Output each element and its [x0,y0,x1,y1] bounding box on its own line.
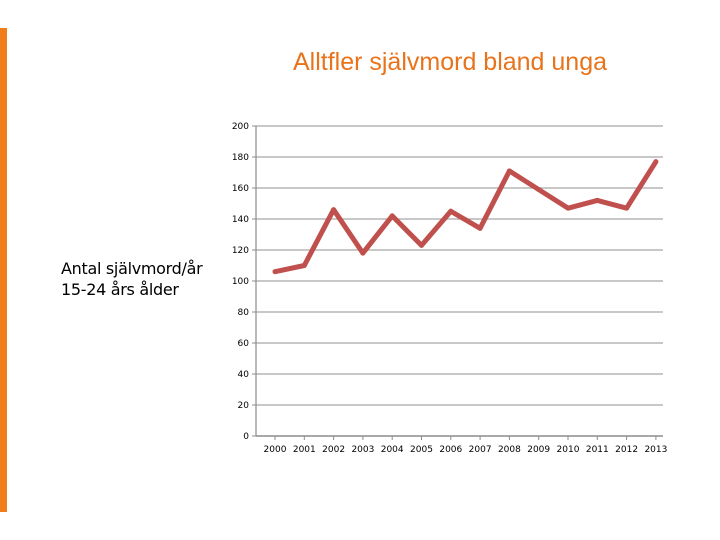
y-tick-label: 80 [238,308,250,318]
y-tick-label: 140 [232,215,249,225]
y-tick-label: 160 [232,184,249,194]
data-point [419,242,424,248]
y-axis-side-label: Antal självmord/år 15-24 års ålder [61,258,231,300]
x-tick-label: 2007 [469,445,492,455]
x-tick-label: 2011 [586,445,609,455]
y-tick-label: 200 [232,122,249,132]
side-label-line-1: Antal självmord/år [61,259,203,278]
data-point [360,250,366,256]
x-tick-label: 2002 [322,445,345,455]
grid-lines [252,125,663,440]
x-tick-label: 2004 [381,445,404,455]
series-lines [272,159,659,275]
x-tick-label: 2003 [351,445,374,455]
y-tick-label: 120 [232,246,249,256]
x-tick-label: 2006 [439,445,462,455]
y-tick-label: 20 [238,401,250,411]
y-tick-label: 60 [238,339,250,349]
data-point [624,205,630,211]
accent-bar [0,28,7,512]
data-point [477,225,483,231]
data-point [594,197,600,203]
x-tick-label: 2010 [557,445,580,455]
x-tick-label: 2000 [264,445,287,455]
data-point [272,269,278,275]
x-axis-ticks: 2000 2001 2002 2003 2004 2005 2006 2007 2008 2009… [264,445,668,455]
y-tick-label: 40 [238,370,250,380]
data-point [565,205,571,211]
side-label-line-2: 15-24 års ålder [61,280,179,299]
y-tick-label: 0 [243,432,249,442]
y-tick-label: 180 [232,153,249,163]
data-point [653,159,659,165]
data-point [448,208,454,214]
y-tick-label: 100 [232,277,249,287]
x-tick-label: 2013 [644,445,667,455]
x-tick-label: 2001 [293,445,316,455]
x-tick-label: 2005 [410,445,433,455]
x-tick-label: 2008 [498,445,521,455]
data-point [506,168,512,174]
slide-title: Alltfler självmord bland unga [292,48,608,76]
x-tick-label: 2012 [615,445,638,455]
data-point [389,213,395,219]
series-line [274,160,659,275]
data-point [331,207,337,213]
data-point [301,263,307,268]
x-tick-label: 2009 [527,445,550,455]
y-axis-ticks: 0 20 40 60 80 100 120 140 160 180 200 [232,122,249,442]
data-point [536,187,542,193]
